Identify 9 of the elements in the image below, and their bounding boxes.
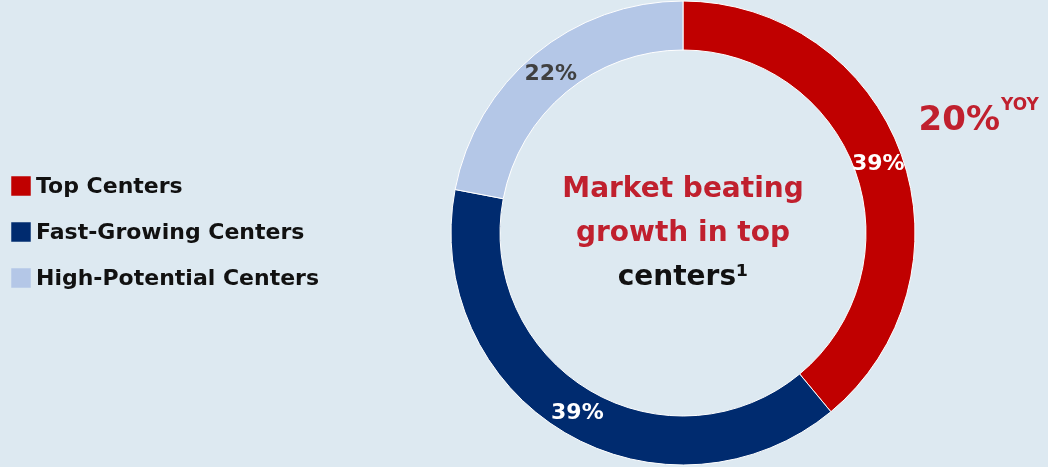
data-label: 22%: [524, 60, 578, 86]
data-label: 39%: [551, 398, 604, 424]
text: centers¹: [617, 259, 749, 292]
legend-label: High-Potential Centers: [36, 265, 320, 290]
legend-label: Fast-Growing Centers: [36, 219, 305, 244]
data-label: 39%: [851, 149, 905, 175]
text: Market beating: [562, 171, 804, 204]
text: growth in top: [576, 215, 790, 248]
legend-label: Top Centers: [36, 173, 183, 198]
